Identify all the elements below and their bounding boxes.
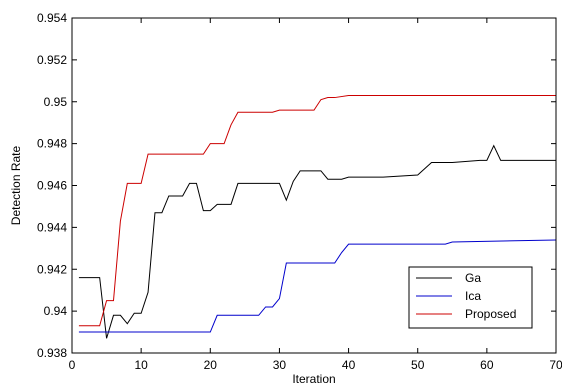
x-tick-label: 0 [69, 358, 76, 372]
legend: Ga Ica Proposed [408, 266, 533, 329]
y-tick-label: 0.94 [44, 304, 68, 318]
series-layer [78, 94, 557, 339]
legend-label-proposed: Proposed [465, 307, 516, 321]
x-tick-label: 70 [549, 358, 562, 372]
x-tick-label: 20 [204, 358, 218, 372]
x-axis-label: Iteration [292, 372, 335, 385]
x-tick-label: 50 [411, 358, 425, 372]
series-line-ga [78, 144, 556, 339]
y-tick-label: 0.95 [44, 95, 68, 109]
x-tick-label: 10 [134, 358, 148, 372]
plot-frame [71, 17, 557, 354]
ticks-layer: 0 10 20 30 40 50 60 70 0.938 0.94 0.942 0.944 0.946 0… [37, 11, 562, 372]
x-tick-label: 30 [273, 358, 287, 372]
legend-label-ica: Ica [465, 289, 481, 303]
y-tick-label: 0.954 [37, 11, 67, 25]
legend-label-ga: Ga [465, 271, 481, 285]
y-tick-label: 0.942 [37, 262, 67, 276]
y-tick-label: 0.938 [37, 346, 67, 360]
y-tick-label: 0.948 [37, 137, 67, 151]
series-line-proposed [78, 94, 556, 327]
x-tick-label: 60 [480, 358, 494, 372]
y-tick-label: 0.952 [37, 53, 67, 67]
y-tick-label: 0.946 [37, 179, 67, 193]
y-axis-label: Detection Rate [9, 145, 23, 225]
series-line-ica [78, 239, 557, 333]
legend-box [408, 266, 533, 329]
y-tick-label: 0.944 [37, 220, 67, 234]
x-tick-label: 40 [342, 358, 356, 372]
